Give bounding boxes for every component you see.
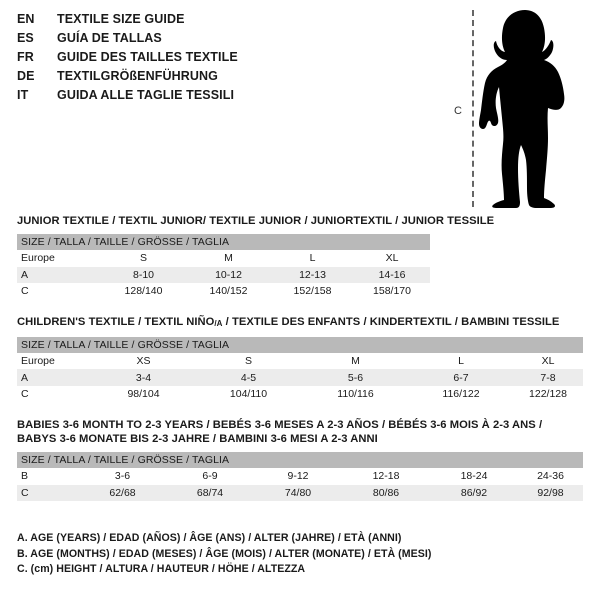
- junior-size-table: SIZE / TALLA / TAILLE / GRÖSSE / TAGLIA …: [17, 234, 430, 300]
- table-cell: 62/68: [79, 484, 166, 501]
- language-title: GUIDA ALLE TAGLIE TESSILI: [57, 88, 235, 102]
- measure-label-c: C: [454, 105, 462, 117]
- table-row: C 128/140 140/152 152/158 158/170: [17, 283, 430, 300]
- table-cell: 158/170: [354, 283, 430, 300]
- junior-section-title: JUNIOR TEXTILE / TEXTIL JUNIOR/ TEXTILE …: [17, 215, 495, 227]
- table-cell: 9-12: [254, 468, 342, 485]
- table-cell: 122/128: [513, 385, 583, 403]
- table-cell: 140/152: [186, 283, 271, 300]
- table-cell: 7-8: [513, 369, 583, 386]
- row-label: Europe: [17, 352, 92, 370]
- children-size-table: SIZE / TALLA / TAILLE / GRÖSSE / TAGLIA …: [17, 336, 583, 403]
- junior-band-label: SIZE / TALLA / TAILLE / GRÖSSE / TAGLIA: [17, 234, 430, 250]
- table-cell: 4-5: [195, 369, 302, 386]
- babies-section-title: BABIES 3-6 MONTH TO 2-3 YEARS / BEBÉS 3-…: [17, 418, 583, 446]
- children-section-title: CHILDREN'S TEXTILE / TEXTIL NIÑO/A / TEX…: [17, 315, 583, 331]
- table-cell: M: [186, 250, 271, 267]
- table-row: Europe XS S M L XL: [17, 352, 583, 370]
- table-cell: 74/80: [254, 484, 342, 501]
- table-cell: 10-12: [186, 266, 271, 283]
- row-label: B: [17, 468, 79, 485]
- table-cell: 80/86: [342, 484, 430, 501]
- measurement-legend: A. AGE (YEARS) / EDAD (AÑOS) / ÂGE (ANS)…: [17, 531, 431, 578]
- language-title: GUÍA DE TALLAS: [57, 31, 162, 45]
- language-title: GUIDE DES TAILLES TEXTILE: [57, 50, 238, 64]
- table-cell: 152/158: [271, 283, 354, 300]
- children-title-subscript: /A: [214, 318, 223, 328]
- babies-size-table: SIZE / TALLA / TAILLE / GRÖSSE / TAGLIA …: [17, 452, 583, 501]
- table-cell: 128/140: [101, 283, 186, 300]
- row-label: C: [17, 484, 79, 501]
- row-label: A: [17, 369, 92, 386]
- legend-line-a: A. AGE (YEARS) / EDAD (AÑOS) / ÂGE (ANS)…: [17, 532, 402, 544]
- table-row: A 8-10 10-12 12-13 14-16: [17, 266, 430, 283]
- language-row-es: ES GUÍA DE TALLAS: [17, 31, 238, 50]
- language-code: FR: [17, 50, 34, 64]
- table-cell: 3-6: [79, 468, 166, 485]
- table-row: B 3-6 6-9 9-12 12-18 18-24 24-36: [17, 468, 583, 485]
- table-cell: S: [101, 250, 186, 267]
- babies-band-label: SIZE / TALLA / TAILLE / GRÖSSE / TAGLIA: [17, 452, 583, 468]
- language-row-it: IT GUIDA ALLE TAGLIE TESSILI: [17, 88, 238, 107]
- language-title: TEXTILGRÖßENFÜHRUNG: [57, 69, 218, 83]
- language-code: EN: [17, 12, 35, 26]
- table-cell: L: [271, 250, 354, 267]
- table-cell: L: [409, 352, 513, 370]
- row-label: Europe: [17, 250, 101, 267]
- language-row-en: EN TEXTILE SIZE GUIDE: [17, 12, 238, 31]
- height-measure-line: [472, 10, 474, 207]
- table-cell: XL: [513, 352, 583, 370]
- row-label: C: [17, 283, 101, 300]
- table-row: C 98/104 104/110 110/116 116/122 122/128: [17, 385, 583, 403]
- legend-line-c: C. (cm) HEIGHT / ALTURA / HAUTEUR / HÖHE…: [17, 563, 306, 575]
- toddler-silhouette-icon: [479, 10, 565, 208]
- table-row: C 62/68 68/74 74/80 80/86 86/92 92/98: [17, 484, 583, 501]
- language-header: EN TEXTILE SIZE GUIDE ES GUÍA DE TALLAS …: [17, 12, 238, 107]
- table-cell: 86/92: [430, 484, 518, 501]
- children-title-post: / TEXTILE DES ENFANTS / KINDERTEXTIL / B…: [222, 316, 560, 328]
- table-cell: 104/110: [195, 385, 302, 403]
- children-band-label: SIZE / TALLA / TAILLE / GRÖSSE / TAGLIA: [17, 336, 583, 353]
- language-code: DE: [17, 69, 35, 83]
- table-cell: 18-24: [430, 468, 518, 485]
- table-cell: 24-36: [518, 468, 583, 485]
- babies-title-line-1: BABIES 3-6 MONTH TO 2-3 YEARS / BEBÉS 3-…: [17, 419, 543, 431]
- babies-table-band: SIZE / TALLA / TAILLE / GRÖSSE / TAGLIA: [17, 452, 583, 468]
- table-cell: 14-16: [354, 266, 430, 283]
- table-cell: M: [302, 352, 409, 370]
- table-cell: 98/104: [92, 385, 195, 403]
- legend-line-b: B. AGE (MONTHS) / EDAD (MESES) / ÂGE (MO…: [17, 547, 432, 560]
- junior-table-band: SIZE / TALLA / TAILLE / GRÖSSE / TAGLIA: [17, 234, 430, 250]
- children-title-pre: CHILDREN'S TEXTILE / TEXTIL NIÑO: [17, 316, 215, 328]
- junior-textile-section: JUNIOR TEXTILE / TEXTIL JUNIOR/ TEXTILE …: [17, 214, 494, 300]
- children-table-band: SIZE / TALLA / TAILLE / GRÖSSE / TAGLIA: [17, 336, 583, 353]
- table-cell: 8-10: [101, 266, 186, 283]
- language-code: ES: [17, 31, 34, 45]
- language-row-fr: FR GUIDE DES TAILLES TEXTILE: [17, 50, 238, 69]
- table-cell: 3-4: [92, 369, 195, 386]
- table-row: A 3-4 4-5 5-6 6-7 7-8: [17, 369, 583, 386]
- babies-textile-section: BABIES 3-6 MONTH TO 2-3 YEARS / BEBÉS 3-…: [17, 418, 583, 501]
- language-row-de: DE TEXTILGRÖßENFÜHRUNG: [17, 69, 238, 88]
- language-code: IT: [17, 88, 29, 102]
- table-cell: 6-9: [166, 468, 254, 485]
- row-label: C: [17, 385, 92, 403]
- row-label: A: [17, 266, 101, 283]
- table-cell: XS: [92, 352, 195, 370]
- table-cell: 116/122: [409, 385, 513, 403]
- table-cell: 92/98: [518, 484, 583, 501]
- table-cell: XL: [354, 250, 430, 267]
- figure-illustration: C: [440, 0, 600, 215]
- table-cell: 12-18: [342, 468, 430, 485]
- table-row: Europe S M L XL: [17, 250, 430, 267]
- language-title: TEXTILE SIZE GUIDE: [57, 12, 185, 26]
- table-cell: S: [195, 352, 302, 370]
- table-cell: 12-13: [271, 266, 354, 283]
- babies-title-line-2: BABYS 3-6 MONATE BIS 2-3 JAHRE / BAMBINI…: [17, 433, 378, 445]
- table-cell: 110/116: [302, 385, 409, 403]
- table-cell: 68/74: [166, 484, 254, 501]
- table-cell: 6-7: [409, 369, 513, 386]
- children-textile-section: CHILDREN'S TEXTILE / TEXTIL NIÑO/A / TEX…: [17, 315, 583, 403]
- table-cell: 5-6: [302, 369, 409, 386]
